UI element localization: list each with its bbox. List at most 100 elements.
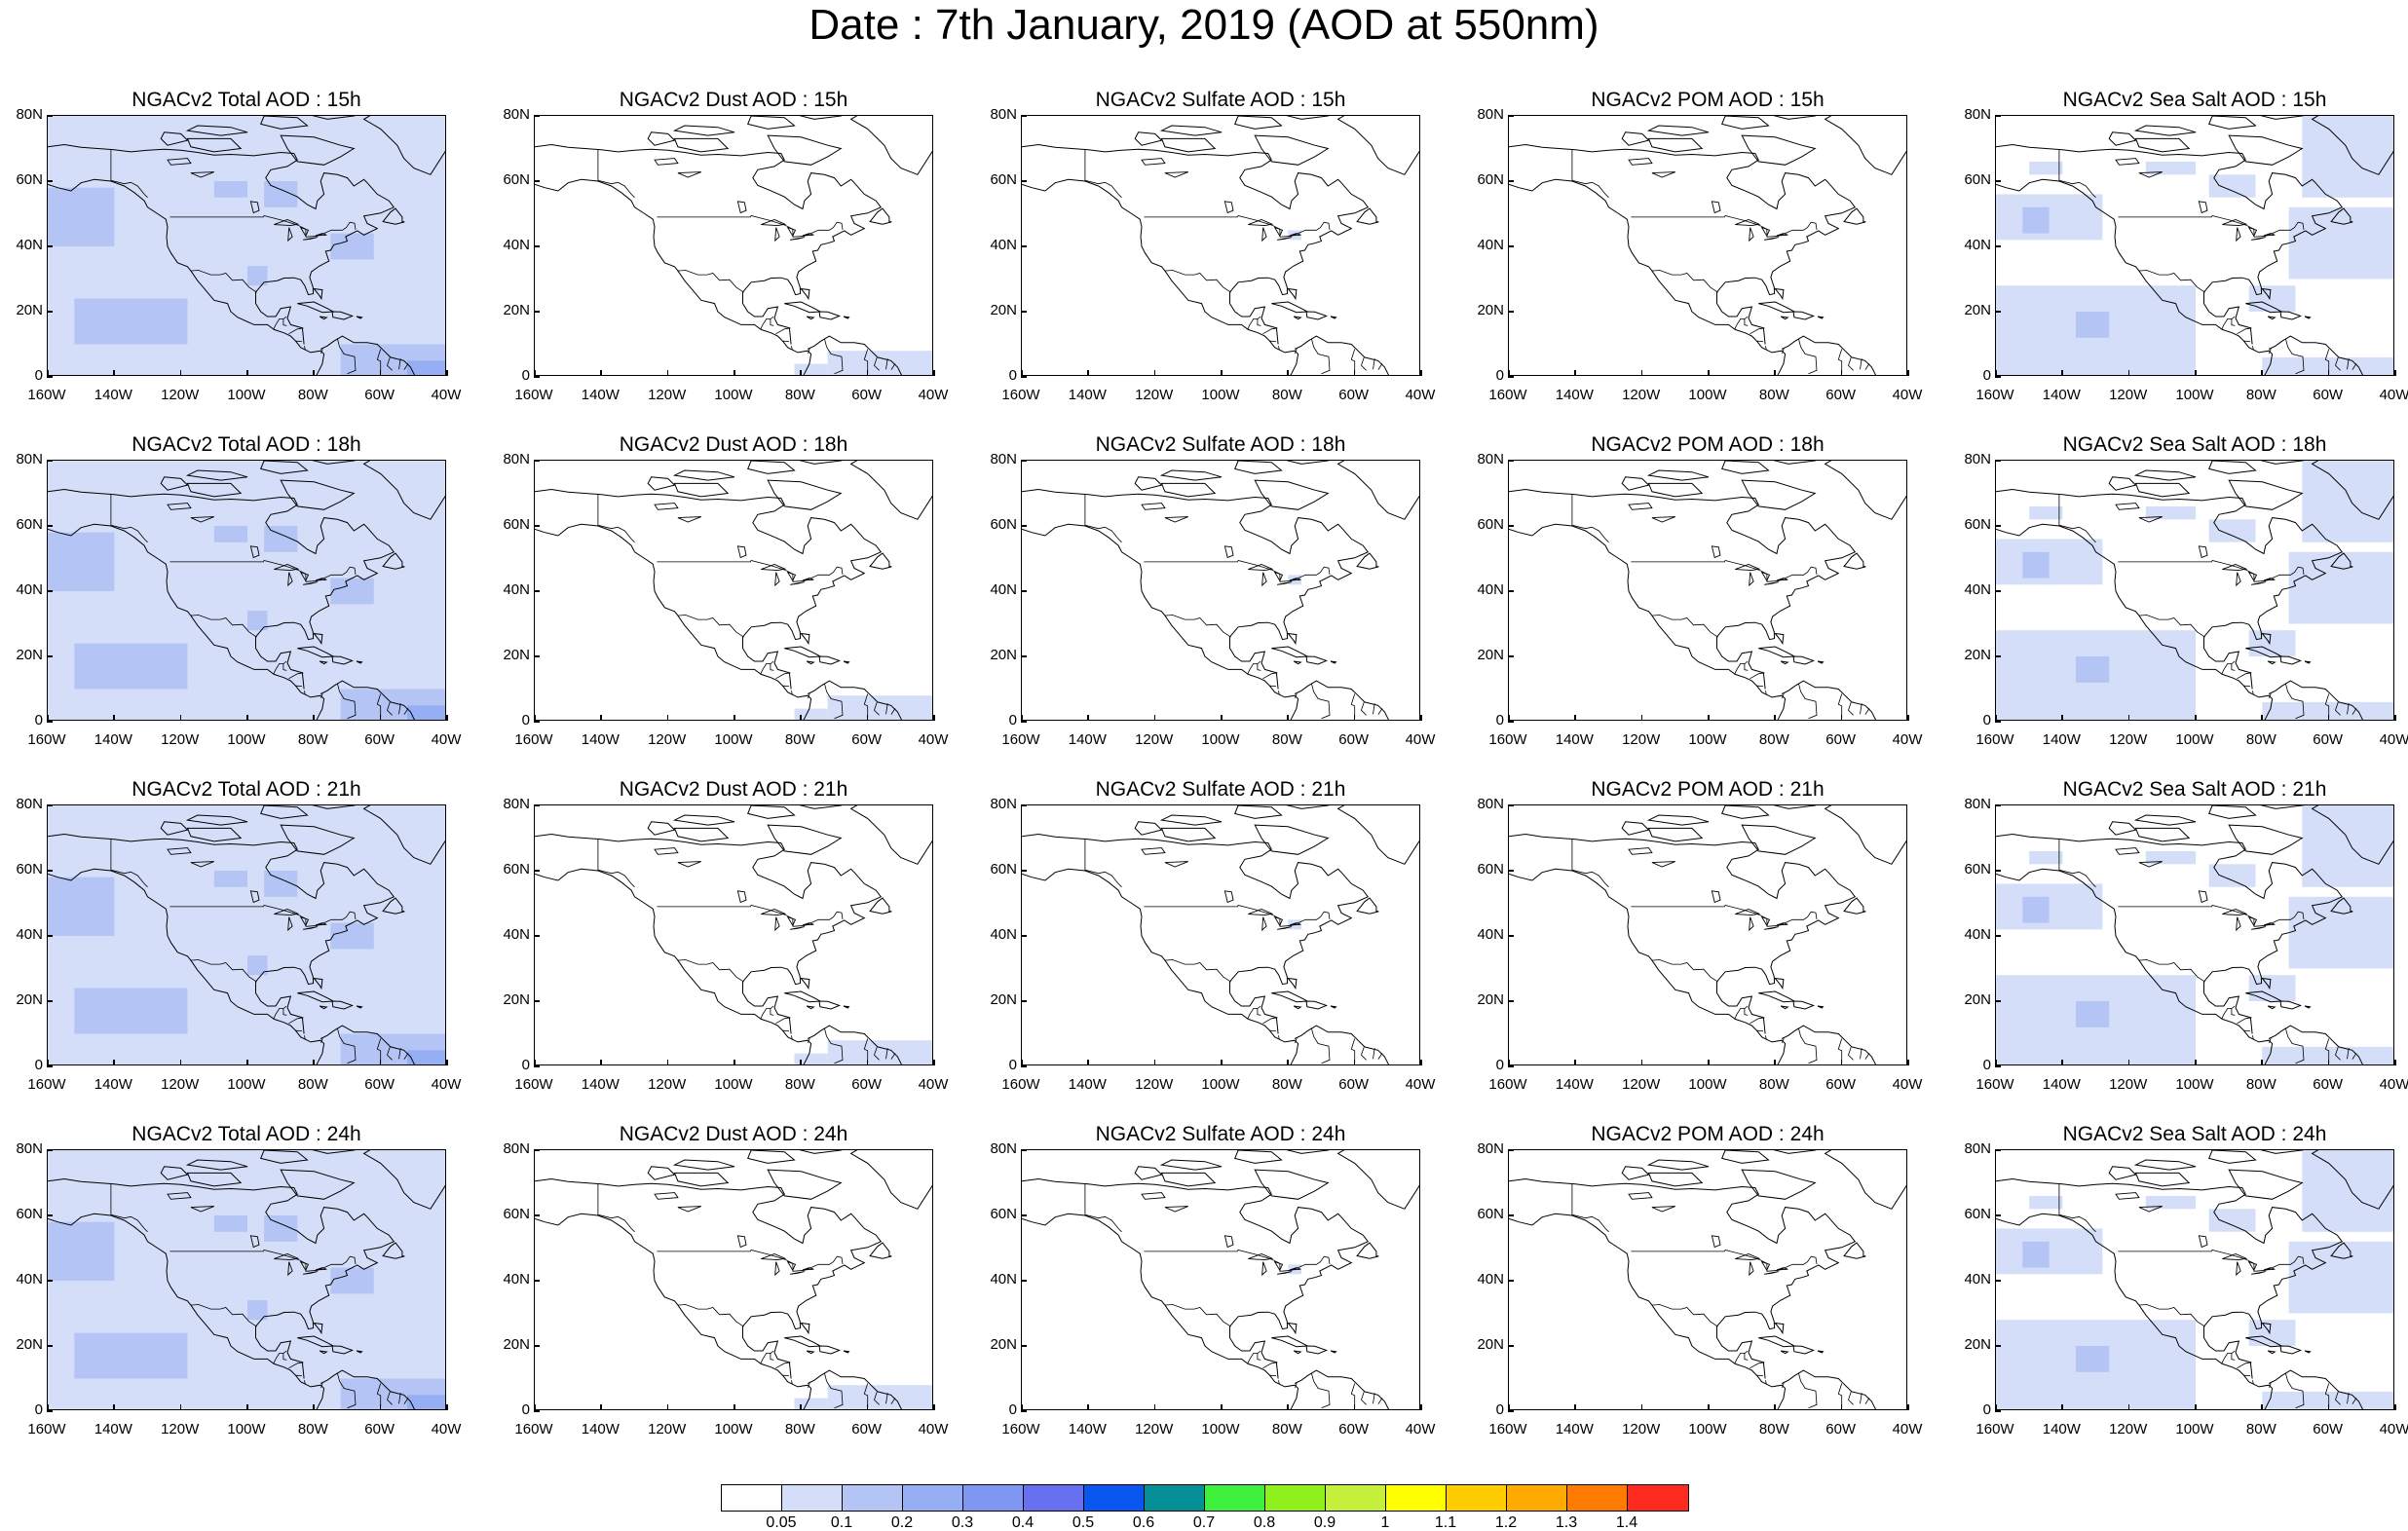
x-tick-label: 140W [1555,731,1594,748]
aod-shading-region [2022,206,2050,234]
x-tick-mark [379,1060,382,1065]
x-tick-label: 60W [1825,731,1857,748]
y-tick-label: 80N [990,106,1017,123]
y-tick-mark [1021,1000,1027,1002]
aod-shading-region [2076,312,2110,338]
aod-shading-region [2302,805,2393,887]
x-tick-mark [1508,715,1510,721]
x-tick-label: 160W [1001,731,1040,748]
x-tick-label: 80W [784,1421,815,1438]
x-tick-mark [2061,370,2063,376]
y-tick-label: 0 [1982,712,1991,728]
x-tick-mark [866,370,869,376]
map-outline [1996,1150,2393,1409]
y-tick-mark [1508,590,1514,592]
x-tick-label: 120W [1135,387,1174,403]
x-tick-label: 160W [1488,1421,1527,1438]
y-tick-label: 40N [1964,926,1991,943]
x-tick-mark [2394,1404,2396,1410]
y-tick-mark [1995,1410,2001,1412]
x-tick-mark [2127,1060,2130,1065]
x-tick-mark [2327,1404,2330,1410]
map-panel-dust-6: NGACv2 Dust AOD : 18h 80N 60N 40N 20N 0 160W 14… [487,432,974,764]
y-tick-label: 60N [1964,171,1991,188]
colorbar-label: 0.5 [1072,1514,1095,1531]
y-tick-mark [47,590,53,592]
y-tick-label: 60N [16,516,43,533]
x-tick-mark [1087,370,1089,376]
map-frame [1995,460,2394,721]
y-tick-mark [1995,1214,2001,1216]
aod-shading-region [794,708,828,720]
x-tick-mark [1640,715,1643,721]
y-tick-label: 20N [1964,991,1991,1008]
y-tick-label: 60N [16,861,43,878]
y-tick-label: 20N [990,647,1017,663]
colorbar-swatch [903,1485,963,1511]
x-tick-mark [1221,370,1223,376]
x-tick-mark [313,715,315,721]
colorbar-label: 0.1 [830,1514,853,1531]
x-tick-mark [933,370,935,376]
x-tick-label: 80W [1758,1076,1789,1093]
x-tick-mark [446,1404,448,1410]
x-tick-mark [379,370,382,376]
map-panel-dust-11: NGACv2 Dust AOD : 21h 80N 60N 40N 20N 0 160W 14… [487,777,974,1108]
y-tick-label: 0 [34,1057,43,1073]
aod-shading-region [247,1300,268,1321]
y-tick-mark [1508,1345,1514,1347]
x-tick-mark [1153,370,1156,376]
y-tick-label: 60N [990,861,1017,878]
x-tick-mark [1708,1404,1710,1410]
x-tick-label: 120W [648,1421,687,1438]
x-tick-label: 60W [2313,387,2344,403]
map-frame [47,460,446,721]
colorbar-swatch [1567,1485,1628,1511]
x-tick-mark [734,715,735,721]
y-tick-label: 0 [521,1401,530,1418]
x-tick-mark [179,370,182,376]
x-tick-label: 120W [648,1076,687,1093]
x-tick-label: 80W [2245,1421,2276,1438]
map-plot [48,116,445,375]
panel-title: NGACv2 Dust AOD : 15h [619,89,848,111]
aod-shading-region [2248,1320,2296,1346]
y-tick-label: 60N [503,516,530,533]
y-tick-label: 40N [1477,581,1504,598]
x-tick-mark [666,370,669,376]
y-tick-label: 40N [990,1271,1017,1288]
x-tick-label: 100W [1201,387,1240,403]
colorbar-label: 1.2 [1494,1514,1518,1531]
y-tick-mark [1508,115,1514,117]
x-tick-label: 100W [227,1076,266,1093]
x-tick-label: 120W [1622,387,1661,403]
x-tick-mark [1840,1060,1843,1065]
colorbar-swatch [1326,1485,1386,1511]
y-tick-mark [47,245,53,247]
y-tick-label: 40N [1964,237,1991,253]
map-panel-total-0: NGACv2 Total AOD : 15h 80N 60N 40N 20N 0 160W 1… [0,88,487,419]
map-outline [1996,116,2393,375]
y-tick-label: 20N [1477,1336,1504,1353]
x-tick-label: 160W [1488,1076,1527,1093]
y-tick-mark [47,1149,53,1151]
y-tick-mark [1508,525,1514,527]
x-tick-label: 120W [161,1421,200,1438]
y-tick-label: 40N [1477,1271,1504,1288]
y-tick-mark [1508,180,1514,182]
x-tick-mark [2261,1404,2263,1410]
x-tick-mark [1907,1060,1909,1065]
y-tick-label: 20N [1964,1336,1991,1353]
x-tick-label: 60W [2313,1076,2344,1093]
x-tick-label: 160W [1488,731,1527,748]
y-tick-mark [534,1345,540,1347]
aod-shading-region [330,233,374,260]
map-panel-pom-13: NGACv2 POM AOD : 21h 80N 60N 40N 20N 0 160W 140… [1461,777,1948,1108]
aod-shading-region [2288,206,2393,280]
x-tick-mark [2261,1060,2263,1065]
x-tick-mark [2195,715,2197,721]
map-panel-total-15: NGACv2 Total AOD : 24h 80N 60N 40N 20N 0 160W 1… [0,1122,487,1453]
map-panel-pom-3: NGACv2 POM AOD : 15h 80N 60N 40N 20N 0 160W 140… [1461,88,1948,419]
map-plot [1509,116,1906,375]
x-tick-label: 140W [94,731,132,748]
